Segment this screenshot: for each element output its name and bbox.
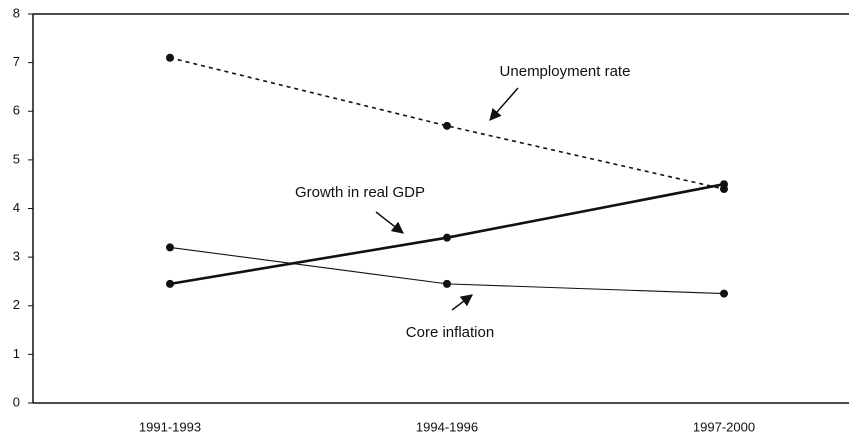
data-point xyxy=(720,180,728,189)
series-annotation: Core inflation xyxy=(406,324,494,341)
y-tick-label: 0 xyxy=(13,394,20,409)
x-tick-label: 1991-1993 xyxy=(139,419,201,434)
y-tick-label: 4 xyxy=(13,200,20,215)
y-tick-label: 3 xyxy=(13,249,20,264)
series-annotation: Growth in real GDP xyxy=(295,184,425,201)
series-line xyxy=(169,56,725,190)
y-tick-label: 6 xyxy=(13,103,20,118)
y-tick-label: 5 xyxy=(13,151,20,166)
data-point xyxy=(166,279,174,288)
annotation-arrow xyxy=(489,87,519,121)
y-tick-label: 2 xyxy=(13,297,20,312)
data-point xyxy=(166,243,174,252)
y-tick-label: 1 xyxy=(13,346,20,361)
y-tick-label: 8 xyxy=(13,5,20,20)
x-tick-label: 1994-1996 xyxy=(416,419,478,434)
data-point xyxy=(443,233,451,242)
data-point xyxy=(443,279,451,288)
series-annotation: Unemployment rate xyxy=(500,63,631,80)
data-point xyxy=(166,53,174,62)
y-tick-label: 7 xyxy=(13,54,20,69)
data-point xyxy=(443,121,451,130)
annotation-arrow xyxy=(451,294,473,311)
data-point xyxy=(720,289,728,298)
x-tick-label: 1997-2000 xyxy=(693,419,755,434)
annotation-arrow xyxy=(375,211,404,234)
